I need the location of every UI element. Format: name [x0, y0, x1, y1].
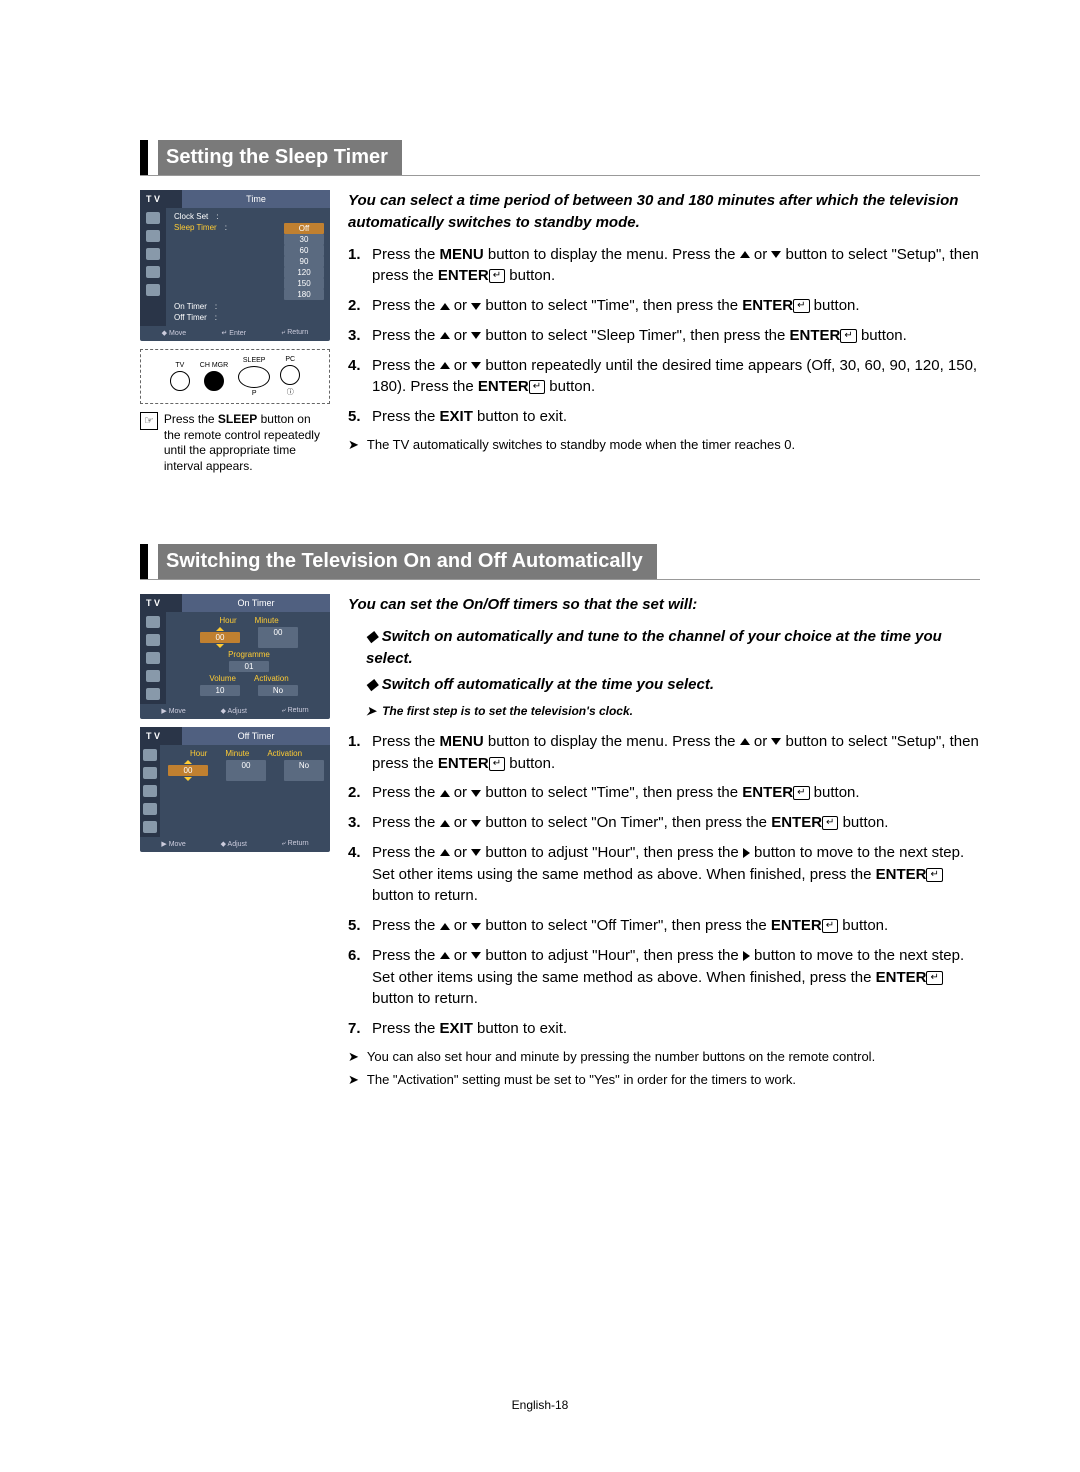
osd-item-on-timer: On Timer	[174, 302, 207, 311]
note: ➤ The "Activation" setting must be set t…	[348, 1071, 980, 1090]
steps-list: 1.Press the MENU button to display the m…	[348, 244, 980, 428]
osd-list: Clock Set : Sleep Timer : Off 30 60	[166, 208, 330, 326]
osd-title: Time	[182, 190, 330, 208]
content: You can select a time period of between …	[348, 190, 980, 474]
sub-note: ➤ The first step is to set the televisio…	[366, 703, 980, 720]
section-body: T V On Timer Hour Minute 00 00	[140, 594, 980, 1089]
header-bar	[140, 140, 148, 175]
section-sleep-timer: Setting the Sleep Timer T V Time	[140, 140, 980, 474]
sidebar: T V Time Clock Set :	[140, 190, 330, 474]
osd-item-sleep-timer: Sleep Timer	[174, 223, 217, 232]
page-number: English-18	[0, 1398, 1080, 1412]
note-arrow-icon: ➤	[366, 703, 376, 720]
manual-page: Setting the Sleep Timer T V Time	[0, 0, 1080, 1472]
steps-list: 1.Press the MENU button to display the m…	[348, 731, 980, 1040]
note-arrow-icon: ➤	[348, 436, 359, 455]
header-bar	[140, 544, 148, 579]
osd-footer: ◆ Move ↵ Enter ⤶ Return	[140, 326, 330, 339]
section-title: Setting the Sleep Timer	[158, 140, 402, 175]
osd-time-menu: T V Time Clock Set :	[140, 190, 330, 341]
note: ➤ The TV automatically switches to stand…	[348, 436, 980, 455]
note-arrow-icon: ➤	[348, 1048, 359, 1067]
hand-icon: ☞	[140, 412, 158, 430]
section-header: Switching the Television On and Off Auto…	[140, 544, 980, 580]
osd-tv-label: T V	[140, 190, 182, 208]
content: You can set the On/Off timers so that th…	[348, 594, 980, 1089]
note: ➤ You can also set hour and minute by pr…	[348, 1048, 980, 1067]
section-title: Switching the Television On and Off Auto…	[158, 544, 657, 579]
osd-item-clock-set: Clock Set	[174, 212, 208, 221]
intro-text: You can set the On/Off timers so that th…	[348, 594, 980, 616]
remote-diagram: TV CH MGR SLEEPP PCⓘ	[140, 349, 330, 404]
osd-sleep-dropdown: Off 30 60 90 120 150 180	[284, 223, 324, 300]
sidebar: T V On Timer Hour Minute 00 00	[140, 594, 330, 1089]
tip-text: Press the SLEEP button on the remote con…	[164, 412, 330, 474]
section-on-off-timer: Switching the Television On and Off Auto…	[140, 544, 980, 1089]
osd-icon-strip	[140, 208, 166, 326]
section-body: T V Time Clock Set :	[140, 190, 980, 474]
osd-off-timer: T V Off Timer Hour Minute Activation	[140, 727, 330, 852]
osd-on-timer: T V On Timer Hour Minute 00 00	[140, 594, 330, 719]
bullet-list: Switch on automatically and tune to the …	[366, 626, 980, 695]
section-header: Setting the Sleep Timer	[140, 140, 980, 176]
note-arrow-icon: ➤	[348, 1071, 359, 1090]
tip-box: ☞ Press the SLEEP button on the remote c…	[140, 412, 330, 474]
intro-text: You can select a time period of between …	[348, 190, 980, 234]
osd-item-off-timer: Off Timer	[174, 313, 207, 322]
